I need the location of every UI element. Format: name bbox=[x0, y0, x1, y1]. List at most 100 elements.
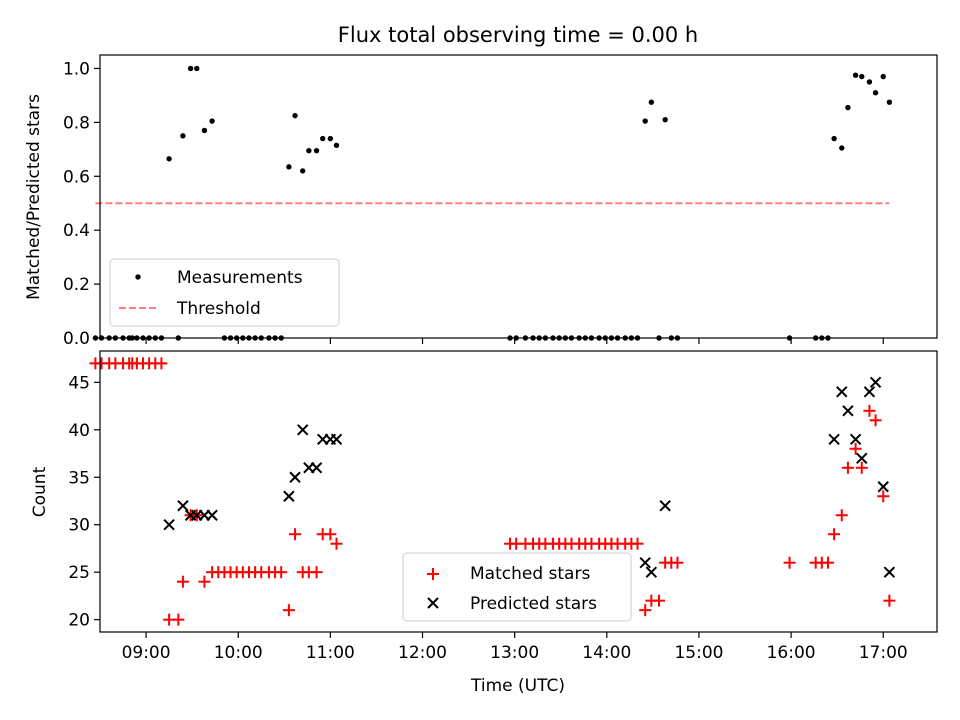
matched-stars-point bbox=[671, 556, 684, 569]
predicted-stars-point bbox=[639, 556, 651, 569]
top-plot-frame bbox=[99, 54, 938, 339]
bottom-y-tick-label: 30 bbox=[68, 516, 90, 536]
bottom-y-tick-label: 35 bbox=[68, 468, 90, 488]
predicted-stars-point bbox=[856, 452, 868, 464]
x-tick-label: 16:00 bbox=[767, 643, 816, 663]
predicted-stars-point bbox=[297, 424, 309, 436]
x-tick-label: 17:00 bbox=[859, 643, 908, 663]
threshold-legend-label: Threshold bbox=[176, 299, 261, 319]
bottom-y-tick-label: 20 bbox=[68, 611, 90, 631]
matched-stars-point bbox=[324, 528, 337, 541]
measurement-point bbox=[209, 118, 215, 124]
predicted-stars-legend-label: Predicted stars bbox=[470, 594, 597, 614]
top-marks bbox=[92, 65, 893, 341]
predicted-stars-point bbox=[659, 500, 671, 512]
measurement-point bbox=[292, 112, 298, 119]
bottom-x-ticks: 09:00 10:00 11:00 12:00 13:00 14:00 15:00 16:00… bbox=[122, 632, 908, 663]
measurement-point bbox=[872, 90, 879, 96]
measurement-point bbox=[852, 72, 859, 78]
bottom-y-axis-label: Count bbox=[30, 466, 50, 517]
figure-title: Flux total observing time = 0.00 h bbox=[338, 23, 698, 47]
x-tick-label: 13:00 bbox=[490, 643, 539, 663]
matched-stars-point bbox=[849, 442, 862, 455]
measurement-point bbox=[880, 73, 886, 80]
matched-stars-point bbox=[282, 604, 295, 617]
top-y-tick-label: 0.4 bbox=[63, 221, 90, 241]
x-tick-label: 15:00 bbox=[674, 643, 723, 663]
measurement-point bbox=[866, 79, 873, 85]
bottom-marks bbox=[89, 357, 896, 626]
measurement-point bbox=[300, 168, 306, 174]
matched-stars-point bbox=[653, 594, 666, 607]
predicted-stars-point bbox=[177, 500, 189, 512]
predicted-stars-point bbox=[163, 519, 175, 531]
measurements-legend-label: Measurements bbox=[177, 268, 303, 288]
x-tick-label: 09:00 bbox=[122, 643, 171, 663]
top-y-tick-label: 1.0 bbox=[63, 59, 90, 79]
bottom-y-tick-label: 45 bbox=[68, 373, 90, 393]
measurement-point bbox=[845, 104, 851, 111]
predicted-stars-point bbox=[836, 386, 848, 398]
measurement-point bbox=[839, 145, 845, 151]
top-y-tick-label: 0.0 bbox=[63, 329, 90, 349]
matched-stars-point bbox=[310, 566, 323, 579]
predicted-stars-point bbox=[883, 566, 896, 578]
measurement-point bbox=[313, 147, 320, 154]
top-y-ticks: 0.0 0.2 0.4 0.6 0.8 1.0 bbox=[63, 59, 100, 349]
predicted-stars-point bbox=[310, 462, 323, 474]
top-x-ticks bbox=[145, 338, 884, 344]
matched-stars-point bbox=[198, 575, 211, 588]
top-y-tick-label: 0.6 bbox=[63, 167, 90, 187]
bottom-y-ticks: 20 25 30 35 40 45 bbox=[68, 373, 100, 631]
predicted-stars-point bbox=[849, 433, 862, 445]
matched-stars-point bbox=[176, 575, 189, 588]
measurement-point bbox=[642, 118, 648, 124]
measurement-point bbox=[187, 65, 194, 72]
measurement-point bbox=[166, 156, 172, 162]
x-tick-label: 10:00 bbox=[214, 643, 263, 663]
predicted-stars-point bbox=[828, 433, 840, 445]
predicted-stars-point bbox=[289, 471, 301, 483]
measurement-point bbox=[286, 164, 292, 170]
predicted-stars-point bbox=[869, 376, 882, 389]
matched-stars-point bbox=[855, 461, 868, 474]
measurement-point bbox=[648, 99, 655, 105]
measurement-point bbox=[180, 133, 186, 139]
predicted-stars-point bbox=[842, 405, 854, 417]
matched-stars-point bbox=[883, 594, 896, 607]
top-legend: Measurements Threshold bbox=[109, 258, 340, 327]
top-y-axis-label: Matched/Predicted stars bbox=[24, 94, 44, 300]
measurements-legend-marker bbox=[135, 274, 141, 280]
bottom-panel: 20 25 30 35 40 45 09:00 10:00 11:00 12:00 13:00 14… bbox=[30, 350, 938, 696]
measurement-point bbox=[201, 127, 208, 134]
matched-stars-legend-label: Matched stars bbox=[470, 564, 590, 584]
bottom-plot-frame bbox=[99, 350, 938, 633]
predicted-stars-point bbox=[206, 509, 218, 521]
bottom-y-tick-label: 40 bbox=[68, 421, 90, 441]
x-axis-label: Time (UTC) bbox=[470, 676, 565, 696]
matched-stars-point bbox=[828, 528, 841, 541]
matched-stars-point bbox=[172, 613, 185, 626]
x-tick-label: 12:00 bbox=[398, 643, 447, 663]
predicted-stars-point bbox=[877, 481, 889, 493]
matched-stars-point bbox=[275, 566, 288, 579]
x-tick-label: 14:00 bbox=[582, 643, 631, 663]
matched-stars-point bbox=[631, 537, 644, 550]
bottom-legend: Matched stars Predicted stars bbox=[402, 552, 632, 622]
measurement-point bbox=[333, 142, 340, 148]
predicted-stars-point bbox=[645, 566, 658, 578]
bottom-y-tick-label: 25 bbox=[68, 563, 90, 583]
matched-stars-point bbox=[821, 556, 834, 569]
matched-stars-point bbox=[835, 509, 848, 522]
matched-stars-point bbox=[877, 490, 890, 503]
measurement-point bbox=[662, 116, 668, 123]
measurement-point bbox=[327, 135, 334, 142]
matched-stars-point bbox=[783, 556, 796, 569]
matched-stars-point bbox=[863, 404, 876, 417]
matched-stars-point bbox=[289, 528, 302, 541]
matched-stars-point bbox=[639, 604, 652, 617]
predicted-stars-legend-marker bbox=[427, 597, 439, 609]
measurement-point bbox=[831, 135, 837, 142]
measurement-point bbox=[306, 147, 312, 154]
